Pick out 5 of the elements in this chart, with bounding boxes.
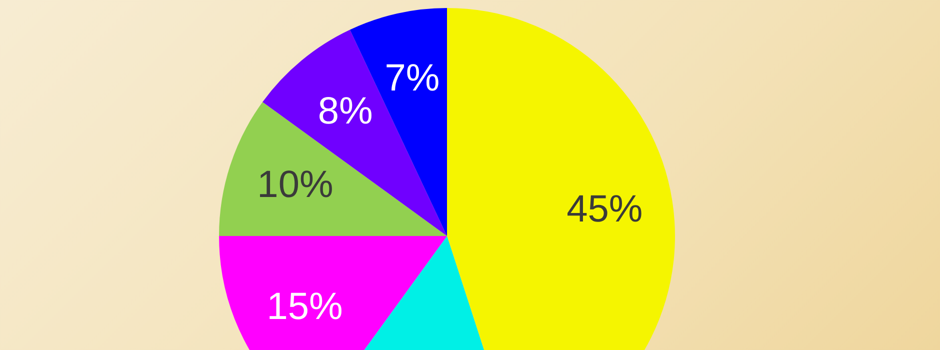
- data-label: 7%: [384, 58, 440, 100]
- data-label: 8%: [318, 90, 373, 133]
- data-label: 10%: [257, 164, 334, 206]
- data-label: 45%: [566, 188, 643, 231]
- data-label: 15%: [266, 286, 343, 328]
